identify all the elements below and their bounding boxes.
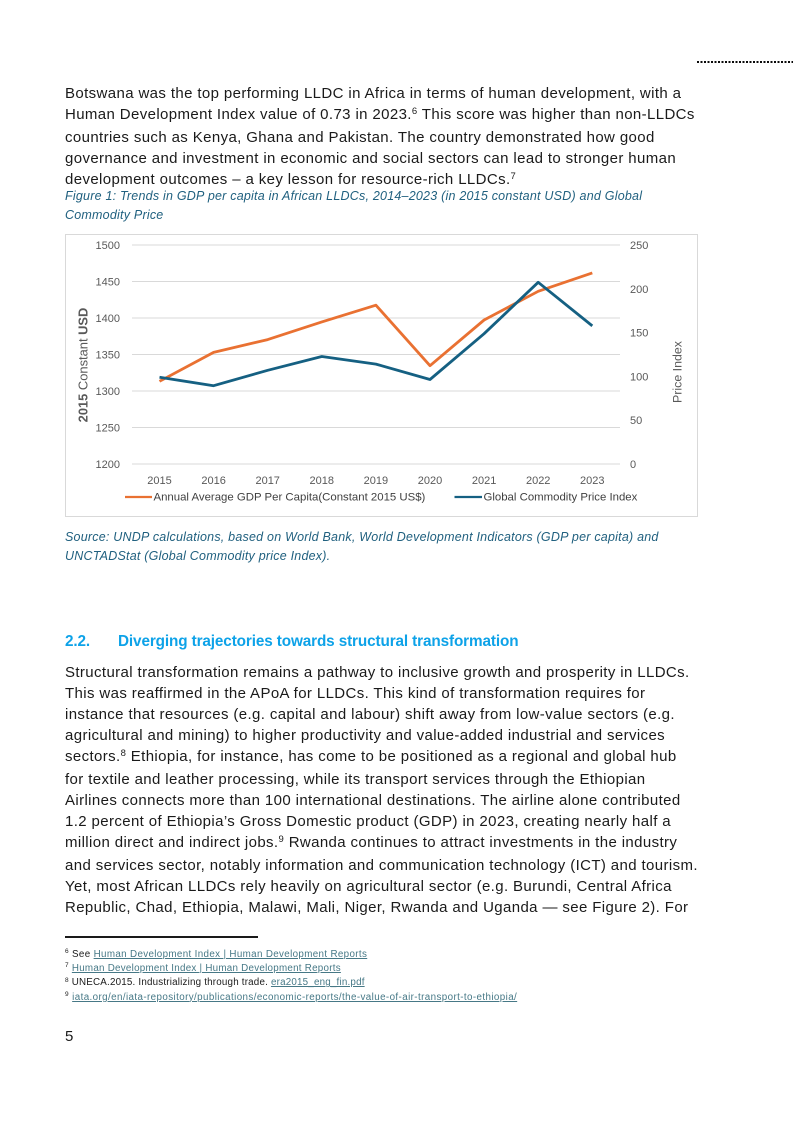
- svg-text:1300: 1300: [96, 386, 120, 398]
- svg-text:2023: 2023: [580, 475, 604, 487]
- svg-text:Annual Average GDP Per Capita(: Annual Average GDP Per Capita(Constant 2…: [154, 492, 426, 504]
- svg-text:1250: 1250: [96, 423, 120, 435]
- svg-text:250: 250: [630, 240, 648, 252]
- svg-text:Global Commodity Price Index: Global Commodity Price Index: [484, 492, 638, 504]
- svg-text:2018: 2018: [310, 475, 334, 487]
- svg-text:100: 100: [630, 371, 648, 383]
- svg-text:2019: 2019: [364, 475, 388, 487]
- svg-text:150: 150: [630, 328, 648, 340]
- svg-text:50: 50: [630, 415, 642, 427]
- svg-text:2016: 2016: [201, 475, 225, 487]
- svg-text:1500: 1500: [96, 240, 120, 252]
- svg-text:2017: 2017: [255, 475, 279, 487]
- svg-text:2015 Constant USD: 2015 Constant USD: [76, 308, 91, 423]
- svg-text:0: 0: [630, 459, 636, 471]
- svg-text:1350: 1350: [96, 350, 120, 362]
- svg-text:200: 200: [630, 284, 648, 296]
- svg-text:1450: 1450: [96, 277, 120, 289]
- svg-text:2015: 2015: [147, 475, 171, 487]
- svg-text:1200: 1200: [96, 459, 120, 471]
- svg-text:2020: 2020: [418, 475, 442, 487]
- svg-text:2022: 2022: [526, 475, 550, 487]
- svg-text:2021: 2021: [472, 475, 496, 487]
- svg-text:Price Index: Price Index: [671, 340, 685, 403]
- svg-text:1400: 1400: [96, 313, 120, 325]
